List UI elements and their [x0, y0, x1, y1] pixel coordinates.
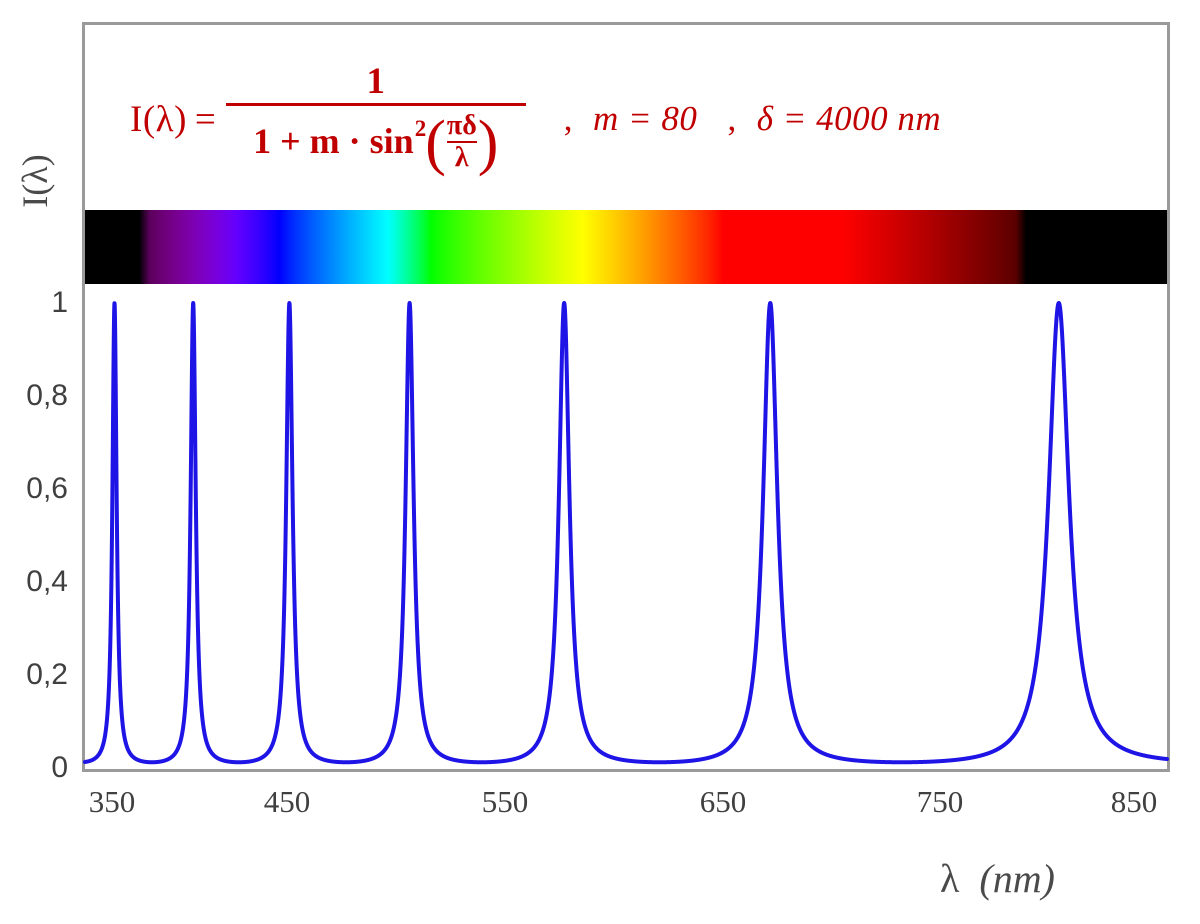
parameter-delta: δ = 4000 nm — [756, 99, 942, 138]
equation-lhs: I(λ) — [130, 98, 187, 140]
parameter-m: m = 80 — [593, 99, 698, 138]
comma-two: , — [727, 99, 737, 138]
inner-denominator: λ — [454, 142, 469, 174]
equation-numerator: 1 — [366, 60, 386, 102]
y-tick-label-0-4: 0,4 — [26, 565, 68, 598]
denominator-prefix: 1 + m · sin — [253, 120, 414, 161]
equation-annotation: I(λ) = 1 1 + m · sin 2 ( πδ λ ) , m = 80, δ… — [130, 44, 1150, 194]
equation-fraction: 1 1 + m · sin 2 ( πδ λ ) — [225, 60, 526, 178]
x-tick-label-450: 450 — [263, 784, 311, 819]
y-tick-label-1: 1 — [51, 286, 68, 319]
equation-equals-sign: = — [194, 98, 216, 140]
x-axis-title-unit: (nm) — [979, 856, 1055, 901]
right-paren: ) — [477, 109, 499, 178]
x-tick-label-750: 750 — [916, 784, 964, 819]
fraction-bar — [225, 103, 526, 107]
x-tick-label-850: 850 — [1110, 784, 1158, 819]
y-tick-label-0-8: 0,8 — [26, 379, 68, 412]
comma-one: , — [563, 99, 574, 138]
visible-spectrum-bar — [85, 210, 1167, 284]
x-tick-label-550: 550 — [481, 784, 529, 819]
inner-fraction-bar — [446, 141, 477, 144]
x-tick-label-350: 350 — [88, 784, 136, 819]
denominator-exponent: 2 — [414, 116, 427, 142]
left-paren: ( — [425, 109, 446, 178]
equation-denominator: 1 + m · sin 2 ( πδ λ ) — [253, 106, 499, 178]
x-axis-title: λ (nm) — [940, 855, 1055, 902]
y-tick-label-0-6: 0,6 — [26, 472, 68, 505]
y-tick-label-0: 0 — [51, 751, 68, 784]
y-axis-title: I(λ) — [15, 154, 55, 208]
inner-numerator: πδ — [446, 110, 477, 142]
x-tick-label-650: 650 — [699, 784, 747, 819]
y-tick-label-0-2: 0,2 — [26, 658, 68, 691]
inner-fraction: πδ λ — [446, 110, 477, 174]
equation-parameters: , m = 80, δ = 4000 nm — [564, 99, 941, 139]
x-axis-title-lambda: λ — [940, 856, 960, 901]
